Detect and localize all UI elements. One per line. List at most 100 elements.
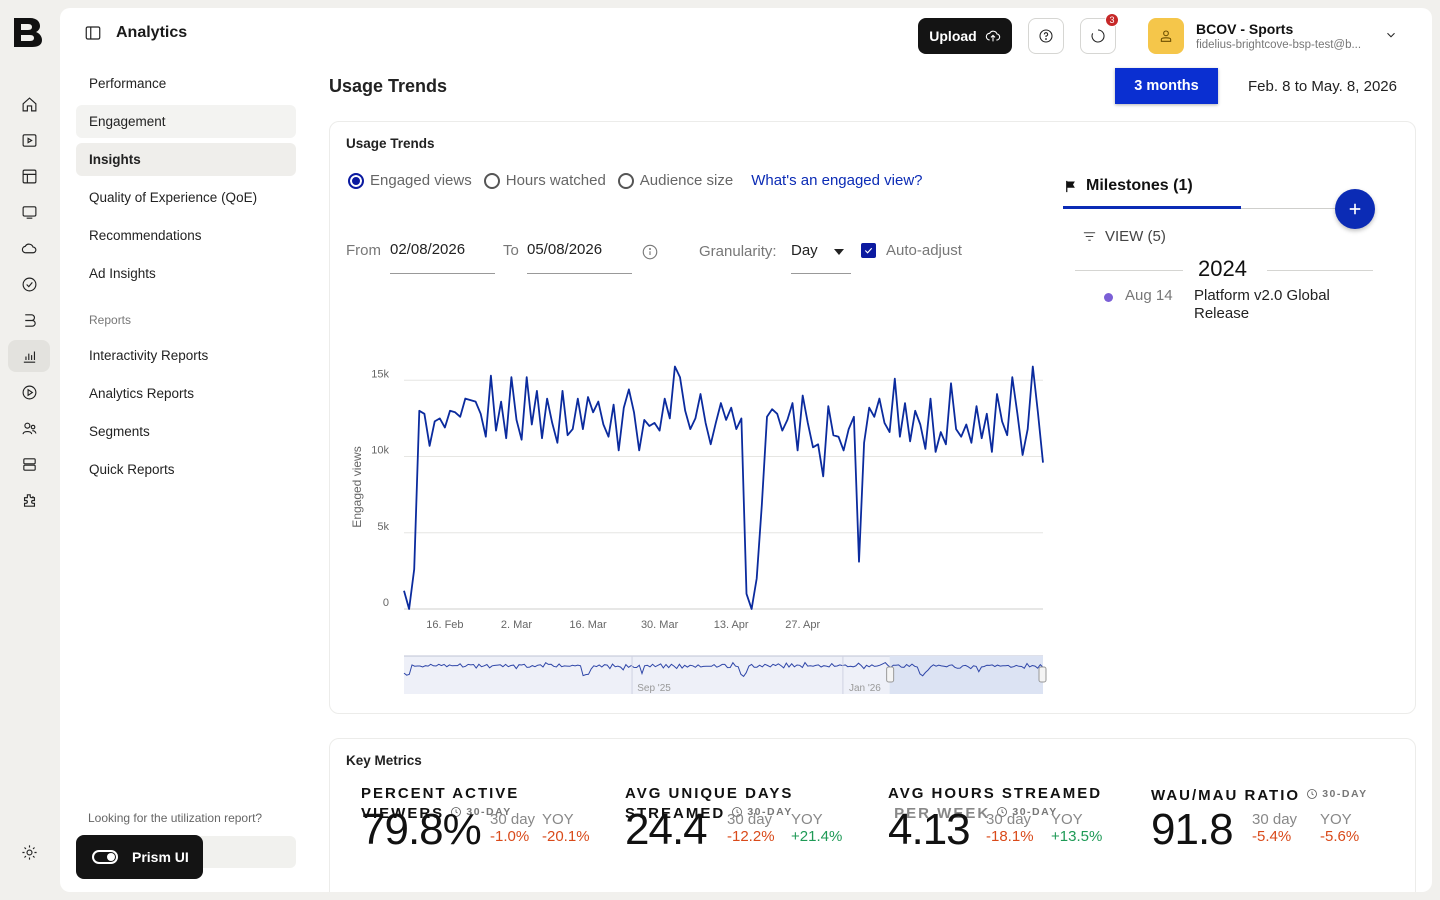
cmp-value: +21.4% xyxy=(791,828,843,845)
granularity-select[interactable]: Day xyxy=(791,242,818,259)
user-icon xyxy=(1160,30,1172,42)
metric-radio-group: Engaged views Hours watched Audience siz… xyxy=(348,172,923,189)
metric-30day: 30 day -1.0% xyxy=(490,811,535,845)
x-tick-label: 30. Mar xyxy=(641,619,679,631)
upload-cloud-icon xyxy=(985,30,1000,42)
navigator-drag-handle[interactable] xyxy=(1038,666,1047,683)
from-label: From xyxy=(346,242,381,259)
toggle-switch-icon xyxy=(92,850,118,864)
nav-recommendations[interactable]: Recommendations xyxy=(89,228,202,243)
avatar xyxy=(1148,18,1184,54)
cmp-label: YOY xyxy=(542,811,574,828)
cmp-value: -5.6% xyxy=(1320,828,1360,845)
engaged-view-help-link[interactable]: What's an engaged view? xyxy=(751,172,923,189)
metric-yoy: YOY +21.4% xyxy=(791,811,842,845)
nav-performance[interactable]: Performance xyxy=(89,76,167,91)
nav-engagement[interactable]: Engagement xyxy=(76,105,296,138)
video-icon[interactable] xyxy=(8,124,50,156)
milestone-date: Aug 14 xyxy=(1125,287,1173,304)
settings-gear-icon[interactable] xyxy=(8,836,50,868)
shield-icon[interactable] xyxy=(8,268,50,300)
cloud-icon[interactable] xyxy=(8,232,50,264)
engaged-views-chart[interactable]: 0 5k 10k 15k 16. Feb 2. Mar 16. Mar 30. Mar 13. … xyxy=(330,332,1050,702)
view-filter-label: VIEW (5) xyxy=(1105,228,1166,245)
sidebar-toggle-icon[interactable] xyxy=(84,24,102,42)
prism-ui-toggle[interactable]: Prism UI xyxy=(76,835,203,879)
milestones-tab[interactable]: Milestones (1) xyxy=(1063,177,1193,195)
play-circle-icon[interactable] xyxy=(8,376,50,408)
usage-trends-card: Usage Trends Engaged views Hours watched… xyxy=(329,121,1416,714)
dropdown-caret-icon[interactable] xyxy=(834,249,844,255)
nav-segments[interactable]: Segments xyxy=(89,424,150,439)
navigator-selection xyxy=(889,656,1043,694)
metric-30day: 30 day -12.2% xyxy=(727,811,775,845)
auto-adjust-label: Auto-adjust xyxy=(886,242,962,259)
tab-divider xyxy=(1241,208,1336,209)
layout-icon[interactable] xyxy=(8,160,50,192)
clock-icon xyxy=(732,807,743,817)
metric-title-line1: AVG HOURS STREAMED xyxy=(888,785,1103,802)
info-icon[interactable] xyxy=(641,243,659,266)
date-range-text: Feb. 8 to May. 8, 2026 xyxy=(1248,78,1397,95)
from-date-input[interactable]: 02/08/2026 xyxy=(390,241,466,258)
date-range-button[interactable]: 3 months xyxy=(1115,68,1218,104)
clock-icon xyxy=(1307,789,1318,799)
reports-heading: Reports xyxy=(89,313,132,327)
y-tick-label: 15k xyxy=(371,368,389,380)
y-tick-label: 10k xyxy=(371,445,389,457)
nav-qoe[interactable]: Quality of Experience (QoE) xyxy=(89,190,258,205)
brightcove-logo[interactable] xyxy=(11,15,45,49)
nav-ad-insights[interactable]: Ad Insights xyxy=(89,266,156,281)
radio-label: Engaged views xyxy=(370,172,472,189)
analytics-icon[interactable] xyxy=(8,340,50,372)
auto-adjust-checkbox[interactable] xyxy=(861,243,876,258)
from-underline xyxy=(390,273,495,274)
metric-title: PERCENT ACTIVE VIEWERS 30-DAY xyxy=(361,785,519,823)
puzzle-icon[interactable] xyxy=(8,484,50,516)
to-date-input[interactable]: 05/08/2026 xyxy=(527,241,603,258)
nav-interactivity-reports[interactable]: Interactivity Reports xyxy=(89,348,209,363)
x-tick-label: 16. Mar xyxy=(569,619,607,631)
navigator-drag-handle[interactable] xyxy=(886,666,895,683)
nav-analytics-reports[interactable]: Analytics Reports xyxy=(89,386,195,401)
flag-icon xyxy=(1066,180,1075,192)
card-title: Key Metrics xyxy=(346,753,422,768)
section-title: Analytics xyxy=(116,24,188,41)
upload-label: Upload xyxy=(929,28,977,44)
year-divider-left xyxy=(1075,270,1183,271)
y-tick-label: 0 xyxy=(383,597,389,609)
metric-yoy: YOY -5.6% xyxy=(1320,811,1359,845)
help-button[interactable] xyxy=(1028,18,1064,54)
radio-engaged-views[interactable]: Engaged views xyxy=(348,172,472,189)
radio-audience-size[interactable]: Audience size xyxy=(617,172,733,189)
metric-title-line1: AVG UNIQUE DAYS xyxy=(625,785,794,802)
metric-title-line2: STREAMED xyxy=(625,805,726,822)
to-underline xyxy=(527,273,632,274)
metric-title: AVG HOURS STREAMED PER WEEK 30-DAY xyxy=(888,785,1102,823)
app-rail xyxy=(0,0,58,900)
cmp-label: 30 day xyxy=(986,811,1032,828)
add-milestone-button[interactable] xyxy=(1335,189,1375,229)
nav-quick-reports[interactable]: Quick Reports xyxy=(89,462,175,477)
upload-button[interactable]: Upload xyxy=(918,18,1012,54)
metric-title: WAU/MAU RATIO 30-DAY xyxy=(1151,785,1368,805)
activity-button[interactable]: 3 xyxy=(1080,13,1119,54)
metric-value: 24.4 xyxy=(625,805,708,854)
milestone-event[interactable]: Platform v2.0 Global Release xyxy=(1194,287,1330,322)
brand-mark-icon[interactable] xyxy=(8,304,50,336)
account-switcher[interactable]: BCOV - Sports fidelius-brightcove-bsp-te… xyxy=(1148,18,1374,54)
users-icon[interactable] xyxy=(8,412,50,444)
chevron-down-icon[interactable] xyxy=(1384,28,1398,47)
metric-value: 4.13 xyxy=(888,805,971,854)
cmp-label: YOY xyxy=(1320,811,1352,828)
home-icon[interactable] xyxy=(8,88,50,120)
radio-hours-watched[interactable]: Hours watched xyxy=(483,172,606,189)
monitor-icon[interactable] xyxy=(8,196,50,228)
view-filter-button[interactable]: VIEW (5) xyxy=(1082,228,1166,245)
navigator-series-line xyxy=(403,661,1044,678)
cmp-value: -12.2% xyxy=(727,828,775,845)
storage-icon[interactable] xyxy=(8,448,50,480)
account-email: fidelius-brightcove-bsp-test@b... xyxy=(1196,39,1362,51)
metric-title: AVG UNIQUE DAYS STREAMED 30-DAY xyxy=(625,785,793,823)
nav-insights[interactable]: Insights xyxy=(76,143,296,176)
